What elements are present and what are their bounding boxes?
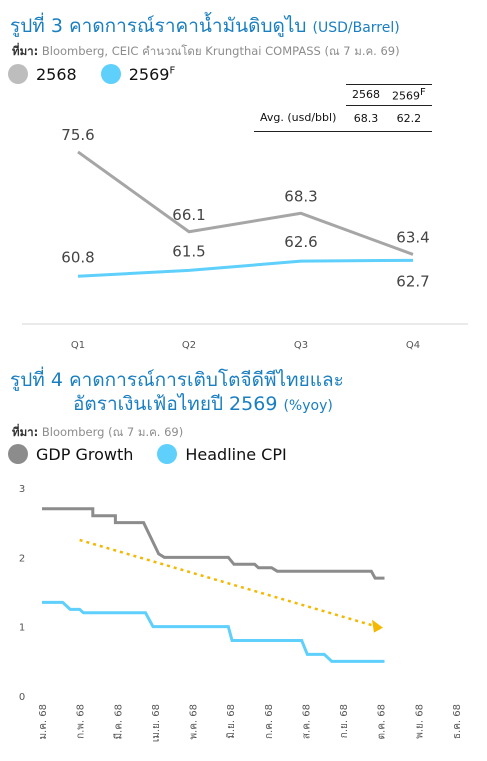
figure2-title-line1: รูปที่ 4 คาดการณ์การเติบโตจีดีพีไทยและ [10, 368, 344, 392]
x-tick-label-month-3: มี.ค. 68 [112, 704, 124, 740]
figure1-legend: 2568 2569F [8, 64, 189, 84]
legend-swatch-gdp [8, 444, 28, 464]
x-tick-label-q2: Q2 [182, 340, 196, 351]
data-label-2569f-q1: 60.8 [61, 248, 94, 266]
legend-item-cpi: Headline CPI [157, 444, 287, 464]
trend-arrowhead [371, 619, 383, 633]
data-label-2568-q4: 63.4 [396, 228, 429, 246]
figure1-source: ที่มา: Bloomberg, CEIC คำนวณโดย Krungtha… [12, 43, 400, 61]
figure2-title-text1: รูปที่ 4 คาดการณ์การเติบโตจีดีพีไทยและ [10, 369, 344, 391]
legend-label-gdp: GDP Growth [36, 444, 134, 464]
series-line-headline-cpi [42, 600, 385, 663]
x-tick-label-month-5: พ.ค. 68 [189, 704, 200, 740]
avg-table-header-2568: 2568 [346, 84, 386, 106]
x-tick-label-month-1: ม.ค. 68 [38, 704, 49, 740]
series-line-2569f [77, 258, 414, 278]
x-tick-label-q1: Q1 [71, 340, 85, 351]
legend-label-cpi: Headline CPI [185, 444, 287, 464]
legend-item-2569f: 2569F [100, 64, 176, 84]
figure2-source-label: ที่มา: [12, 425, 39, 439]
avg-table-row-label: Avg. (usd/bbl) [254, 105, 346, 132]
data-label-2569f-q3: 62.6 [284, 233, 317, 251]
figure2-source: ที่มา: Bloomberg (ณ 7 ม.ค. 69) [12, 424, 183, 442]
y-tick-label-3: 3 [19, 484, 25, 495]
legend-item-gdp: GDP Growth [8, 444, 133, 464]
x-tick-label-q4: Q4 [406, 340, 420, 351]
legend-swatch-2569f [100, 64, 121, 84]
figure2-source-text: Bloomberg (ณ 7 ม.ค. 69) [41, 425, 184, 439]
data-label-2568-q3: 68.3 [284, 187, 317, 205]
figure2-title-text2: อัตราเงินเฟ้อไทยปี 2569 [73, 393, 278, 415]
x-tick-label-month-7: ก.ค. 68 [264, 704, 275, 739]
average-table: 2568 2569F Avg. (usd/bbl) 68.3 62.2 [254, 84, 432, 132]
legend-item-2568: 2568 [8, 64, 77, 84]
legend-swatch-2568 [8, 64, 28, 84]
x-tick-label-month-9: ก.ย. 68 [339, 704, 350, 738]
avg-table-value-2569f: 62.2 [386, 105, 432, 132]
y-tick-label-2: 2 [19, 553, 25, 564]
avg-table-value-2568: 68.3 [346, 105, 386, 132]
x-tick-label-month-12: ธ.ค. 68 [452, 704, 463, 739]
figure2-legend: GDP Growth Headline CPI [8, 444, 301, 464]
data-label-2569f-q4: 62.7 [396, 272, 429, 290]
oil-price-chart: 75.6 66.1 68.3 63.4 60.8 61.5 62.6 62.7 Q1 Q2 Q3 Q4 [22, 126, 468, 351]
x-tick-label-month-10: ต.ค. 68 [377, 704, 388, 739]
figure2-title-unit: (%yoy) [283, 398, 333, 414]
figure1-source-text: Bloomberg, CEIC คำนวณโดย Krungthai COMPA… [41, 44, 400, 58]
data-label-2569f-q2: 61.5 [172, 242, 205, 260]
figure1-title-text: รูปที่ 3 คาดการณ์ราคาน้ำมันดิบดูไบ [10, 15, 307, 37]
figure1-title: รูปที่ 3 คาดการณ์ราคาน้ำมันดิบดูไบ (USD/… [10, 14, 400, 40]
series-line-2568 [77, 150, 414, 256]
x-tick-label-month-2: ก.พ. 68 [76, 704, 87, 739]
legend-swatch-cpi [157, 444, 178, 464]
avg-table-header-2569f: 2569F [386, 84, 432, 106]
figure1-source-label: ที่มา: [12, 44, 39, 58]
legend-label-2569f: 2569F [128, 64, 176, 84]
x-tick-label-month-4: เม.ย. 68 [151, 704, 162, 742]
gdp-cpi-chart: 0 1 2 3 ม.ค. 68 ก.พ. 68 มี.ค. 68 เม.ย. 68 พ.ค. 6… [19, 484, 463, 742]
figure2-title-line2: อัตราเงินเฟ้อไทยปี 2569 (%yoy) [73, 392, 333, 418]
figure1-title-unit: (USD/Barrel) [312, 20, 400, 36]
y-tick-label-1: 1 [19, 623, 25, 634]
y-tick-label-0: 0 [19, 692, 25, 703]
series-line-trend [79, 538, 378, 628]
x-tick-label-month-11: พ.ย. 68 [414, 704, 425, 739]
data-label-2568-q1: 75.6 [61, 126, 94, 144]
x-tick-label-q3: Q3 [294, 340, 308, 351]
x-tick-label-month-8: ส.ค. 68 [301, 704, 312, 739]
series-line-gdp-growth [42, 507, 385, 580]
x-tick-label-month-6: มิ.ย. 68 [226, 704, 237, 739]
data-label-2568-q2: 66.1 [172, 206, 205, 224]
legend-label-2568: 2568 [36, 64, 77, 84]
